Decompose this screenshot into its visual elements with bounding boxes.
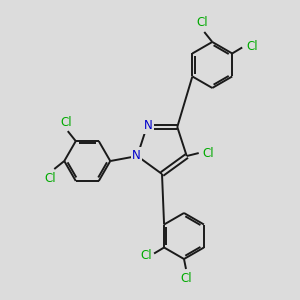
Text: Cl: Cl [180,272,192,284]
Text: Cl: Cl [246,40,258,53]
Text: N: N [144,119,153,133]
Text: Cl: Cl [44,172,56,184]
Text: Cl: Cl [140,249,152,262]
Text: Cl: Cl [202,146,214,160]
Text: Cl: Cl [60,116,72,129]
Text: Cl: Cl [196,16,208,29]
Text: N: N [132,148,141,161]
